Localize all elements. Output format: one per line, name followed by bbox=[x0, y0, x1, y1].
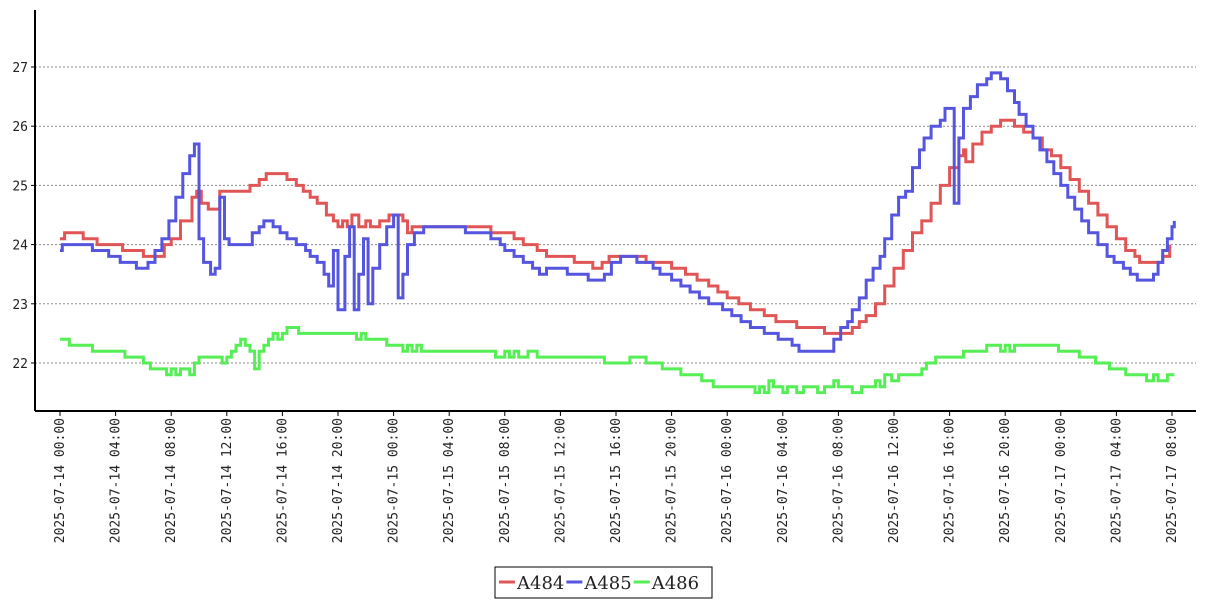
y-tick-label: 22 bbox=[12, 357, 28, 372]
x-tick-label: 2025-07-17 08:00 bbox=[1165, 418, 1180, 543]
x-tick-label: 2025-07-15 08:00 bbox=[498, 418, 513, 543]
x-tick-label: 2025-07-15 04:00 bbox=[442, 418, 457, 543]
series-line-A486 bbox=[60, 326, 1175, 395]
legend: A484 A485 A486 bbox=[494, 566, 713, 599]
x-tick-label: 2025-07-15 12:00 bbox=[553, 418, 568, 543]
x-tick-label: 2025-07-14 12:00 bbox=[220, 418, 235, 543]
y-tick-label: 23 bbox=[12, 298, 28, 313]
series-line-A484 bbox=[60, 118, 1172, 335]
legend-box bbox=[494, 566, 713, 599]
series-line-A485 bbox=[60, 71, 1176, 353]
x-tick-label: 2025-07-16 20:00 bbox=[998, 418, 1013, 543]
x-tick-label: 2025-07-16 16:00 bbox=[943, 418, 958, 543]
x-tick-label: 2025-07-14 16:00 bbox=[275, 418, 290, 543]
gridlines bbox=[35, 66, 1196, 364]
legend-label-A486: A486 bbox=[651, 573, 699, 594]
x-tick-label: 2025-07-14 04:00 bbox=[109, 418, 124, 543]
x-tick-label: 2025-07-16 00:00 bbox=[720, 418, 735, 543]
x-tick-label: 2025-07-14 08:00 bbox=[164, 418, 179, 543]
y-axis-ticks: 22 23 24 25 26 27 bbox=[12, 61, 35, 372]
y-tick-label: 26 bbox=[12, 120, 28, 135]
x-tick-label: 2025-07-16 12:00 bbox=[887, 418, 902, 543]
y-tick-label: 25 bbox=[12, 179, 28, 194]
x-tick-label: 2025-07-15 20:00 bbox=[665, 418, 680, 543]
series-lines bbox=[60, 71, 1176, 395]
x-tick-label: 2025-07-17 04:00 bbox=[1109, 418, 1124, 543]
x-tick-label: 2025-07-14 20:00 bbox=[331, 418, 346, 543]
y-tick-label: 24 bbox=[12, 239, 28, 254]
legend-label-A484: A484 bbox=[516, 573, 564, 594]
x-tick-label: 2025-07-15 16:00 bbox=[609, 418, 624, 543]
legend-label-A485: A485 bbox=[583, 573, 631, 594]
x-tick-label: 2025-07-16 08:00 bbox=[831, 418, 846, 543]
x-tick-label: 2025-07-15 00:00 bbox=[387, 418, 402, 543]
x-tick-label: 2025-07-14 00:00 bbox=[53, 418, 68, 543]
x-tick-label: 2025-07-16 04:00 bbox=[776, 418, 791, 543]
y-tick-label: 27 bbox=[12, 61, 28, 76]
x-axis-ticks: 2025-07-14 00:00 2025-07-14 04:00 2025-07-… bbox=[53, 411, 1180, 543]
x-tick-label: 2025-07-17 00:00 bbox=[1054, 418, 1069, 543]
